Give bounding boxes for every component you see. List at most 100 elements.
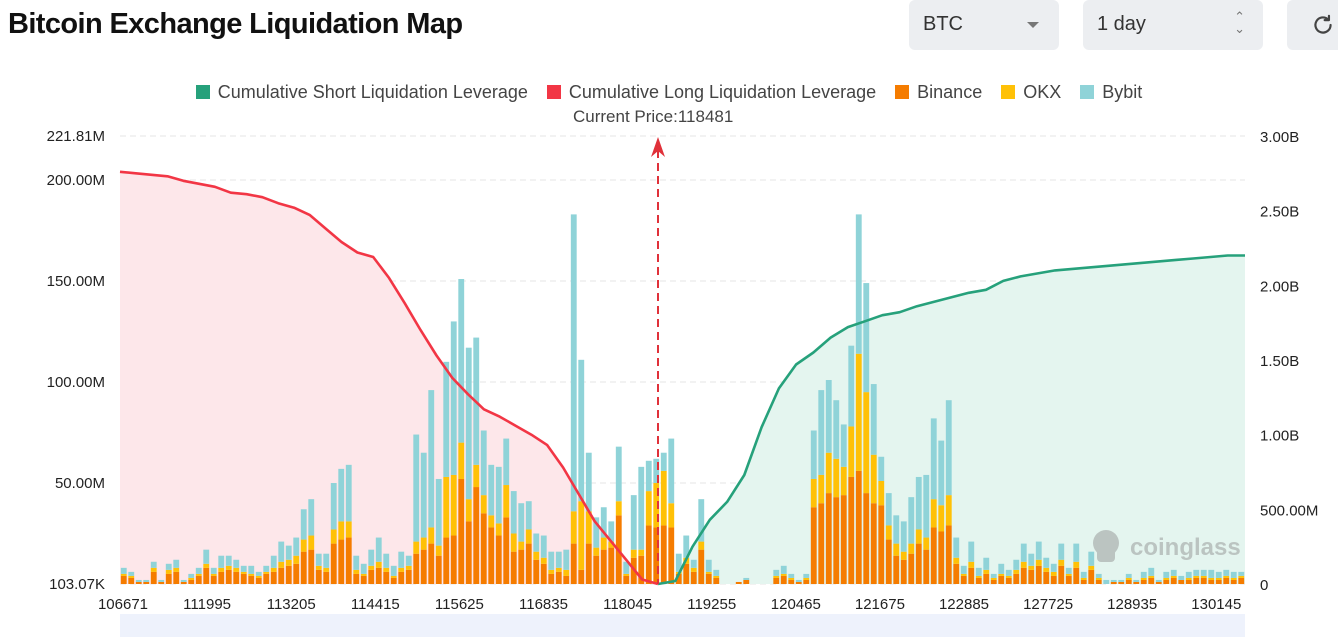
bar-bybit: [893, 515, 900, 544]
x-tick: 127725: [1023, 596, 1073, 613]
refresh-icon: [1314, 14, 1332, 34]
bar-bybit: [1125, 573, 1132, 578]
bar-binance: [518, 549, 525, 584]
bar-bybit: [308, 499, 315, 536]
bar-bybit: [840, 424, 847, 467]
bar-okx: [1013, 569, 1020, 574]
bar-okx: [368, 565, 375, 570]
bar-bybit: [488, 464, 495, 516]
bar-bybit: [1148, 567, 1155, 576]
bar-binance: [480, 513, 487, 584]
bar-bybit: [1110, 579, 1117, 582]
bar-okx: [1185, 577, 1192, 580]
bar-binance: [780, 575, 787, 584]
x-tick: 113205: [267, 596, 316, 613]
bar-okx: [705, 571, 712, 574]
refresh-button[interactable]: [1287, 0, 1338, 50]
bar-bybit: [638, 466, 645, 550]
bar-binance: [803, 579, 810, 584]
legend-item-bybit[interactable]: Bybit: [1080, 82, 1142, 103]
bar-binance: [188, 579, 195, 584]
bar-bybit: [278, 541, 285, 562]
bar-bybit: [413, 434, 420, 542]
bar-binance: [1118, 581, 1125, 584]
bar-binance: [863, 493, 870, 584]
bar-okx: [563, 569, 570, 576]
bar-okx: [270, 567, 277, 572]
bar-okx: [930, 499, 937, 528]
bar-binance: [323, 571, 330, 584]
bar-binance: [383, 571, 390, 584]
bar-okx: [240, 571, 247, 574]
bar-bybit: [923, 474, 930, 538]
bar-okx: [435, 545, 442, 556]
bar-binance: [585, 543, 592, 584]
bar-bybit: [1028, 553, 1035, 566]
legend-item-long[interactable]: Cumulative Long Liquidation Leverage: [546, 82, 876, 103]
legend-item-binance[interactable]: Binance: [895, 82, 982, 103]
bar-bybit: [533, 533, 540, 552]
bar-okx: [990, 577, 997, 580]
bar-bybit: [450, 321, 457, 475]
bar-binance: [570, 543, 577, 584]
bar-okx: [668, 503, 675, 528]
bar-bybit: [375, 537, 382, 562]
bar-bybit: [623, 561, 630, 574]
bar-binance: [1185, 579, 1192, 584]
bar-binance: [233, 571, 240, 584]
bar-okx: [353, 569, 360, 574]
bar-bybit: [1050, 563, 1057, 572]
bar-okx: [638, 549, 645, 556]
bar-bybit: [143, 579, 150, 582]
short-cumulative-line: [657, 254, 1245, 586]
bar-okx: [1163, 577, 1170, 580]
bar-bybit: [263, 565, 270, 572]
bar-binance: [683, 563, 690, 584]
bar-okx: [885, 525, 892, 540]
bar-bybit: [930, 418, 937, 500]
bar-okx: [225, 565, 232, 570]
bar-okx: [1065, 573, 1072, 576]
bar-binance: [1028, 569, 1035, 584]
bar-binance: [660, 525, 667, 584]
bar-bybit: [788, 573, 795, 578]
bar-binance: [1013, 573, 1020, 584]
bar-okx: [525, 529, 532, 544]
bar-okx: [825, 452, 832, 494]
bar-okx: [788, 577, 795, 580]
y-right-tick: 1.50B: [1260, 353, 1299, 370]
range-select[interactable]: 1 day ⌃ ⌄: [1083, 0, 1263, 50]
bar-bybit: [608, 521, 615, 542]
bar-binance: [1125, 579, 1132, 584]
bar-bybit: [1208, 569, 1215, 578]
bar-bybit: [848, 345, 855, 427]
bar-okx: [998, 573, 1005, 576]
legend-item-okx[interactable]: OKX: [1001, 82, 1061, 103]
bar-bybit: [1178, 575, 1185, 580]
bar-binance: [1080, 579, 1087, 584]
bar-binance: [578, 569, 585, 584]
bar-okx: [1073, 561, 1080, 568]
y-left-tick: 221.81M: [47, 128, 105, 145]
bar-bybit: [653, 458, 660, 484]
bar-okx: [480, 495, 487, 514]
legend-item-short[interactable]: Cumulative Short Liquidation Leverage: [195, 82, 528, 103]
y-right-tick: 3.00B: [1260, 129, 1299, 146]
bar-bybit: [1230, 571, 1237, 578]
bar-bybit: [593, 517, 600, 548]
bar-binance: [840, 495, 847, 584]
bar-bybit: [548, 551, 555, 570]
bar-binance: [315, 569, 322, 584]
bar-binance: [1110, 581, 1117, 584]
bar-bybit: [353, 555, 360, 570]
bar-bybit: [390, 565, 397, 576]
bar-okx: [555, 567, 562, 572]
bar-bybit: [810, 430, 817, 479]
coin-select[interactable]: BTC: [909, 0, 1059, 50]
bar-okx: [908, 543, 915, 554]
bar-okx: [315, 565, 322, 570]
bar-bybit: [1020, 543, 1027, 562]
bar-okx: [300, 539, 307, 552]
bar-okx: [345, 521, 352, 538]
bar-okx: [893, 543, 900, 556]
